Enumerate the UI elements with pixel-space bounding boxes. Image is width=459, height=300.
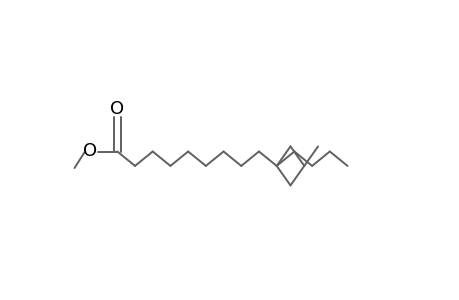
Text: O: O bbox=[110, 100, 124, 118]
Text: O: O bbox=[83, 142, 96, 160]
